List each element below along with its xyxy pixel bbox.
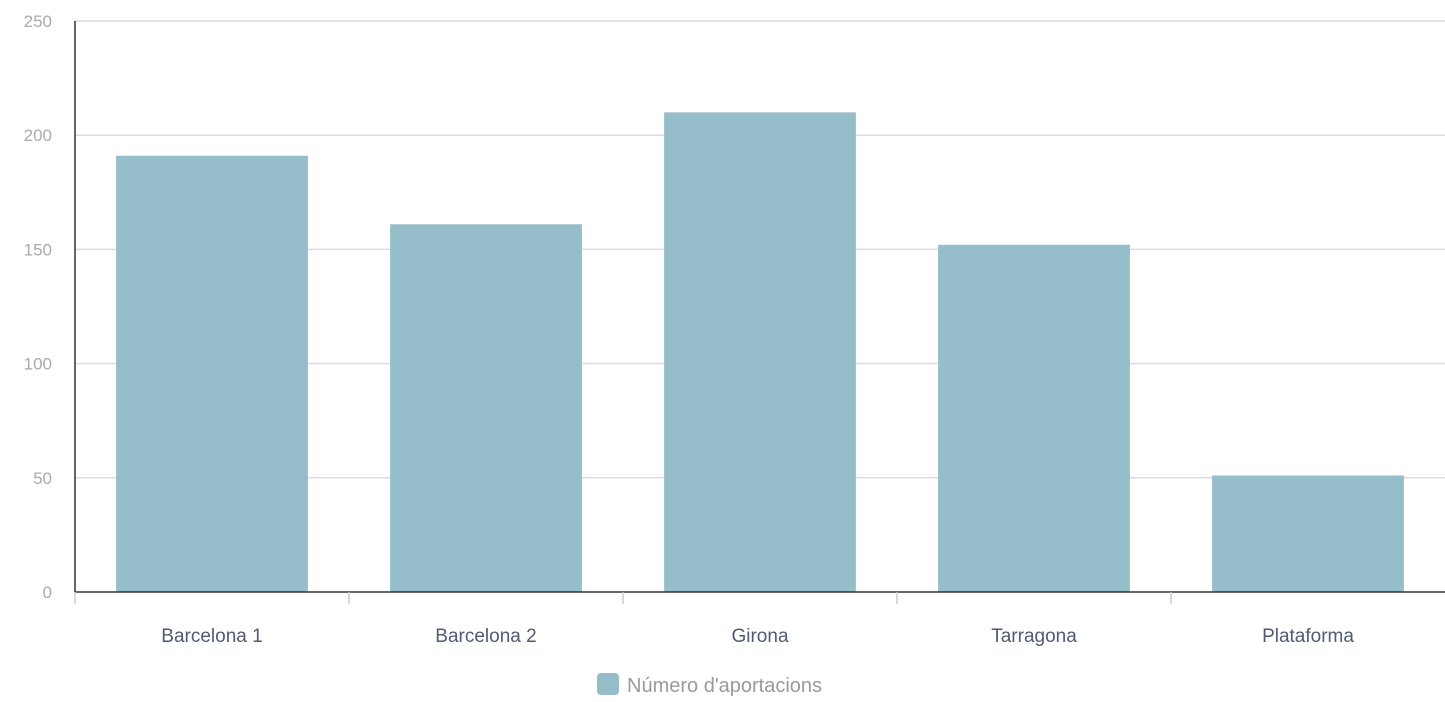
y-tick-label: 250 xyxy=(24,12,52,31)
x-tick-label: Barcelona 2 xyxy=(435,626,536,647)
x-tick-label: Tarragona xyxy=(991,626,1077,647)
y-tick-label: 150 xyxy=(24,240,52,259)
legend-label[interactable]: Número d'aportacions xyxy=(627,675,822,697)
bar-tarragona[interactable] xyxy=(938,244,1130,592)
y-tick-labels: 0 50 100 150 200 250 xyxy=(24,12,52,602)
x-tick-label: Plataforma xyxy=(1262,626,1354,647)
y-tick-label: 0 xyxy=(43,583,52,602)
y-tick-label: 200 xyxy=(24,126,52,145)
legend-swatch[interactable] xyxy=(597,673,619,695)
y-tick-label: 50 xyxy=(33,469,52,488)
bar-plataforma[interactable] xyxy=(1212,475,1404,592)
bar-barcelona-2[interactable] xyxy=(390,224,582,592)
bars xyxy=(116,112,1404,593)
x-tick-label: Girona xyxy=(731,626,788,647)
x-tick-labels: Barcelona 1 Barcelona 2 Girona Tarragona Pla… xyxy=(161,626,1354,647)
bar-girona[interactable] xyxy=(664,112,856,593)
x-tick-label: Barcelona 1 xyxy=(161,626,262,647)
y-tick-label: 100 xyxy=(24,355,52,374)
axes xyxy=(74,21,1445,604)
legend[interactable]: Número d'aportacions xyxy=(597,673,822,697)
bar-barcelona-1[interactable] xyxy=(116,155,308,593)
